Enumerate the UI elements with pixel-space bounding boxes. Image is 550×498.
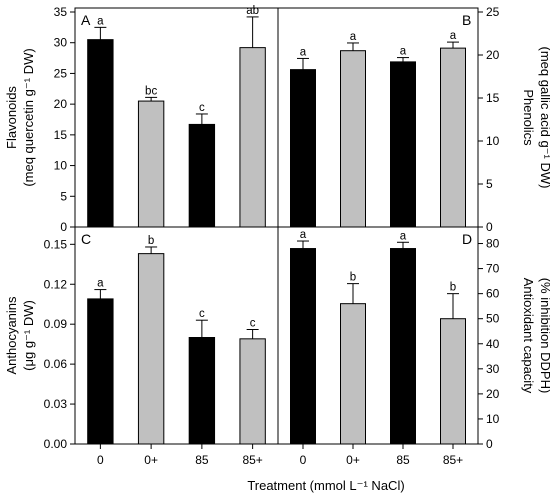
bar-b-3 [440, 47, 466, 228]
y-tick-label-c-0: 0.00 [44, 437, 68, 451]
y-tick-label-b-0: 0 [486, 220, 493, 234]
x-tick-label-d-0: 0 [300, 453, 307, 467]
y-axis-label-a-0: Flavonoids [4, 86, 19, 149]
panel-a: a bc c ab 0 5 10 15 20 25 30 35 Flavonoids (meq querc… [4, 5, 266, 234]
bar-b-1 [340, 50, 366, 228]
bar-c-3 [239, 338, 266, 445]
x-tick-label-c-2: 85 [195, 453, 209, 467]
significance-letter-c-2: c [199, 308, 205, 320]
bar-c-2 [188, 337, 216, 445]
y-tick-label-a-2: 10 [54, 159, 68, 173]
y-tick-label-a-0: 0 [60, 220, 67, 234]
y-tick-label-c-4: 0.12 [44, 277, 68, 291]
y-axis-label-a-1: (meq quercetin g⁻¹ DW) [21, 48, 36, 186]
panel-d: a b a b 0 10 20 30 40 50 60 70 80 Antioxidant capacit… [290, 229, 550, 451]
significance-letter-b-1: a [350, 31, 357, 43]
x-tick-label-c-0: 0 [97, 453, 104, 467]
y-tick-label-d-2: 20 [486, 387, 500, 401]
bar-b-2 [390, 61, 416, 228]
panel-b: a a a a 0 5 10 15 20 25 Phenolics(meq gallic acid … [290, 5, 550, 234]
y-axis-label-d-0: Antioxidant capacity [521, 278, 536, 394]
y-tick-label-b-5: 25 [486, 5, 500, 19]
bar-d-3 [440, 318, 466, 445]
y-tick-label-d-7: 70 [486, 262, 500, 276]
significance-letter-d-0: a [300, 229, 307, 241]
significance-letter-a-2: c [199, 102, 205, 114]
significance-letter-c-1: b [148, 235, 154, 247]
y-tick-label-a-7: 35 [54, 5, 68, 19]
bar-a-0 [87, 39, 114, 228]
bar-c-1 [137, 253, 165, 445]
significance-letter-b-3: a [450, 30, 457, 42]
x-tick-label-d-2: 85 [396, 453, 410, 467]
bar-d-1 [340, 303, 366, 445]
panel-label-a: A [81, 12, 91, 28]
y-tick-label-b-2: 10 [486, 134, 500, 148]
significance-letter-d-3: b [450, 282, 456, 294]
x-tick-label-d-3: 85+ [443, 453, 463, 467]
y-tick-label-d-0: 0 [486, 437, 493, 451]
y-tick-label-c-2: 0.06 [44, 357, 68, 371]
panel-c: a b c c 0.00 0.03 0.06 0.09 0.12 0.15 Anthocyanins… [4, 231, 266, 451]
panel-label-c: C [81, 231, 91, 247]
y-axis-label-d-1: (% inhibition DDPH) [538, 278, 550, 394]
y-tick-label-a-4: 20 [54, 97, 68, 111]
y-tick-label-b-4: 20 [486, 48, 500, 62]
bar-d-2 [390, 248, 416, 445]
y-tick-label-d-3: 30 [486, 362, 500, 376]
y-axis-label-c-1: (μg g⁻¹ DW) [21, 300, 36, 371]
y-tick-label-a-1: 5 [60, 189, 67, 203]
y-tick-label-d-1: 10 [486, 412, 500, 426]
y-tick-label-d-8: 80 [486, 237, 500, 251]
y-tick-label-c-3: 0.09 [44, 317, 68, 331]
bar-a-1 [137, 100, 165, 228]
significance-letter-a-0: a [97, 15, 104, 27]
y-tick-label-d-4: 40 [486, 337, 500, 351]
x-tick-label-c-1: 0+ [144, 453, 158, 467]
significance-letter-c-3: c [250, 318, 256, 330]
bar-a-2 [188, 123, 216, 228]
y-tick-label-c-1: 0.03 [44, 397, 68, 411]
significance-letter-d-2: a [400, 230, 407, 242]
x-axis-label: Treatment (mmol L⁻¹ NaCl) [247, 478, 404, 493]
y-tick-label-b-3: 15 [486, 91, 500, 105]
significance-letter-a-3: ab [246, 5, 259, 17]
x-tick-label-d-1: 0+ [346, 453, 360, 467]
significance-letter-d-1: b [350, 272, 356, 284]
y-tick-label-c-5: 0.15 [44, 237, 68, 251]
y-tick-label-b-1: 5 [486, 177, 493, 191]
panel-label-b: B [462, 12, 471, 28]
y-axis-label-b-0: Phenolics [521, 89, 536, 146]
y-tick-label-d-5: 50 [486, 312, 500, 326]
y-tick-label-a-3: 15 [54, 128, 68, 142]
significance-letter-a-1: bc [145, 85, 157, 97]
y-axis-label-c-0: Anthocyanins [4, 296, 19, 375]
y-tick-label-a-6: 30 [54, 36, 68, 50]
y-tick-label-d-6: 60 [486, 287, 500, 301]
significance-letter-b-2: a [400, 46, 407, 58]
bar-a-3 [239, 47, 266, 228]
bar-c-0 [87, 298, 114, 445]
significance-letter-c-0: a [97, 278, 104, 290]
y-axis-label-b-1: (meq gallic acid g⁻¹ DW) [538, 47, 550, 189]
y-tick-label-a-5: 25 [54, 66, 68, 80]
significance-letter-b-0: a [300, 46, 307, 58]
bar-d-0 [290, 248, 316, 445]
bar-b-0 [290, 69, 316, 228]
panel-label-d: D [462, 231, 472, 247]
x-tick-label-c-3: 85+ [242, 453, 262, 467]
plot-frame [74, 7, 479, 445]
